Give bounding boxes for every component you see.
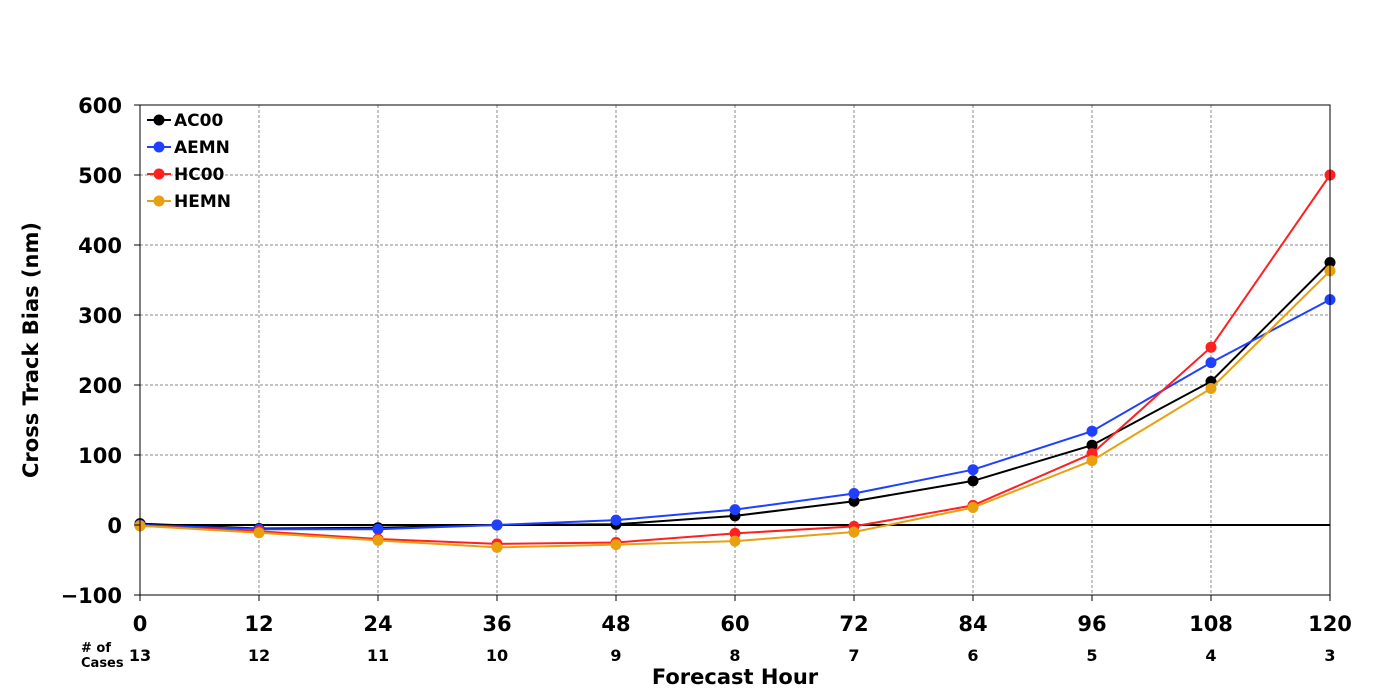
case-count: 8 xyxy=(729,646,740,665)
case-count: 7 xyxy=(848,646,859,665)
legend-label: HC00 xyxy=(174,165,225,185)
data-point xyxy=(253,527,265,539)
data-point xyxy=(967,502,979,513)
y-tick-label: 300 xyxy=(78,304,122,328)
data-point xyxy=(729,504,741,516)
legend-label: AEMN xyxy=(174,138,230,158)
cases-row-label: # of xyxy=(81,641,111,656)
legend-marker xyxy=(153,195,165,207)
x-tick-label: 60 xyxy=(720,612,749,636)
legend-marker xyxy=(153,114,165,126)
case-count: 3 xyxy=(1324,646,1335,665)
y-tick-label: 200 xyxy=(78,374,122,398)
y-tick-label: 100 xyxy=(78,444,122,468)
case-count: 5 xyxy=(1086,646,1097,665)
data-point xyxy=(372,523,384,535)
data-point xyxy=(1205,341,1217,353)
x-tick-label: 24 xyxy=(363,612,392,636)
series-aemn xyxy=(134,294,1336,535)
data-point xyxy=(1205,383,1217,394)
series-group xyxy=(134,169,1336,553)
data-point xyxy=(1086,439,1098,451)
x-tick-label: 12 xyxy=(244,612,273,636)
data-point xyxy=(491,519,503,531)
legend-item: HEMN xyxy=(147,192,231,212)
case-count: 9 xyxy=(610,646,621,665)
data-point xyxy=(967,475,979,487)
x-tick-label: 84 xyxy=(958,612,987,636)
x-axis-label: Forecast Hour xyxy=(652,665,819,689)
data-point xyxy=(1086,455,1098,467)
case-count: 12 xyxy=(248,646,270,665)
x-tick-label: 96 xyxy=(1077,612,1106,636)
series-hemn xyxy=(134,265,1336,553)
y-tick-label: 0 xyxy=(107,514,122,538)
case-count: 13 xyxy=(129,646,151,665)
legend-item: AEMN xyxy=(147,138,230,158)
x-tick-label: 0 xyxy=(133,612,148,636)
case-count: 10 xyxy=(486,646,508,665)
cases-row-label: Cases xyxy=(81,656,124,671)
grid-lines xyxy=(139,104,1331,596)
data-point xyxy=(967,464,979,476)
legend-marker xyxy=(153,168,165,180)
case-count: 4 xyxy=(1205,646,1216,665)
data-point xyxy=(1205,357,1217,369)
x-tick-label: 48 xyxy=(601,612,630,636)
data-point xyxy=(610,539,622,551)
y-tick-label: −100 xyxy=(61,584,122,608)
data-point xyxy=(848,526,860,538)
x-tick-label: 108 xyxy=(1189,612,1233,636)
legend-label: AC00 xyxy=(174,111,223,131)
y-axis-label: Cross Track Bias (nm) xyxy=(19,222,43,478)
legend-item: AC00 xyxy=(147,111,223,131)
data-point xyxy=(372,534,384,546)
axis-ticks: −100 0 100 200 300 400 500 600 0 12 24 36 48 60 72 84 96… xyxy=(61,94,1352,636)
data-point xyxy=(729,527,741,539)
legend-label: HEMN xyxy=(174,192,231,212)
y-tick-label: 600 xyxy=(78,94,122,118)
data-point xyxy=(729,535,741,547)
x-tick-label: 36 xyxy=(482,612,511,636)
data-point xyxy=(610,514,622,526)
data-point xyxy=(848,488,860,499)
case-count: 6 xyxy=(967,646,978,665)
x-tick-label: 120 xyxy=(1308,612,1352,636)
case-count: 11 xyxy=(367,646,389,665)
y-tick-label: 500 xyxy=(78,164,122,188)
data-point xyxy=(491,541,503,553)
legend-marker xyxy=(153,141,165,153)
data-point xyxy=(1086,425,1098,437)
legend: AC00 AEMN HC00 HEMN xyxy=(147,111,231,212)
x-tick-label: 72 xyxy=(839,612,868,636)
legend-item: HC00 xyxy=(147,165,225,185)
data-point xyxy=(848,495,860,507)
y-tick-label: 400 xyxy=(78,234,122,258)
